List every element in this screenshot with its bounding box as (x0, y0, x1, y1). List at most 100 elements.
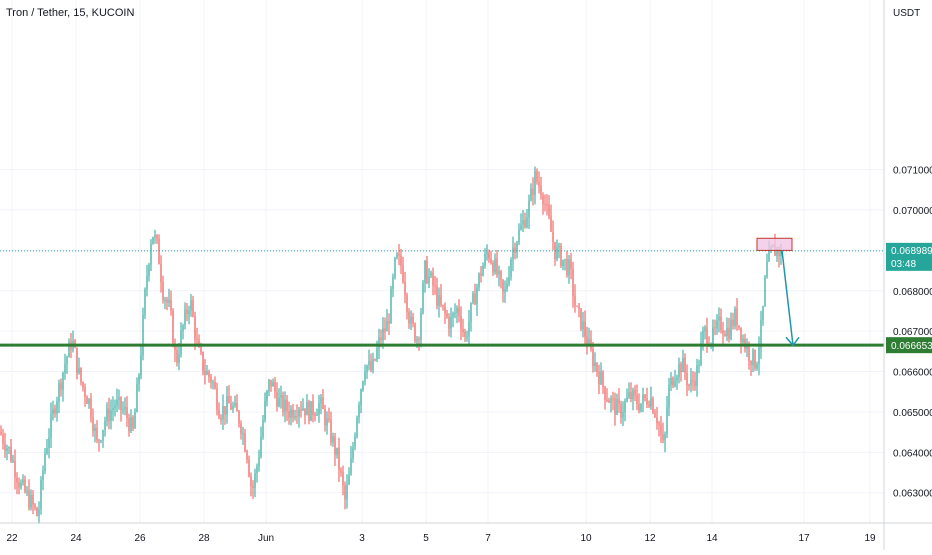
candle-body (416, 339, 418, 341)
candle-body (536, 171, 538, 182)
candle-body (212, 382, 214, 384)
candle-body (6, 448, 8, 451)
candle-body (534, 171, 536, 195)
candle-body (206, 371, 208, 375)
candle-body (592, 348, 594, 367)
candle-body (86, 397, 88, 404)
candle-body (50, 413, 52, 438)
candle-body (500, 271, 502, 280)
candle-body (556, 247, 558, 259)
candle-body (56, 401, 58, 414)
candle-body (496, 258, 498, 275)
candle-body (374, 359, 376, 361)
candle-body (268, 379, 270, 392)
candle-body (468, 321, 470, 337)
candle-body (434, 285, 436, 287)
forecast-arrow-head (785, 336, 800, 347)
x-tick-label: 26 (134, 533, 146, 544)
candle-body (244, 433, 246, 452)
x-tick-label: 12 (644, 533, 656, 544)
candle-body (236, 402, 238, 412)
candle-body (484, 254, 486, 266)
candle-body (364, 371, 366, 382)
x-tick-label: 10 (580, 533, 592, 544)
candle-body (778, 248, 780, 257)
candle-body (250, 476, 252, 487)
candle-body (422, 282, 424, 313)
candle-body (340, 469, 342, 473)
candle-body (314, 415, 316, 417)
candle-body (242, 433, 244, 435)
candle-body (398, 253, 400, 256)
candle-body (26, 490, 28, 492)
candle-body (390, 289, 392, 324)
candle-body (332, 436, 334, 443)
candle-body (584, 321, 586, 337)
candle-body (670, 377, 672, 385)
candle-body (458, 307, 460, 316)
candle-body (432, 272, 434, 286)
candle-body (396, 253, 398, 259)
candle-body (454, 312, 456, 314)
candle-body (438, 295, 440, 306)
candle-body (478, 273, 480, 288)
candle-body (230, 403, 232, 410)
candle-body (368, 361, 370, 366)
candle-body (672, 377, 674, 386)
candle-body (564, 259, 566, 261)
candle-body (596, 363, 598, 372)
candle-body (264, 400, 266, 421)
candle-body (392, 276, 394, 290)
candle-body (586, 336, 588, 346)
candle-body (446, 313, 448, 317)
candle-body (726, 327, 728, 336)
candle-body (450, 316, 452, 329)
last-price-tag (886, 242, 932, 271)
candle-body (452, 313, 454, 317)
candle-body (120, 397, 122, 410)
candle-body (538, 181, 540, 187)
candle-body (382, 328, 384, 341)
x-tick-label: 17 (798, 533, 810, 544)
candle-body (636, 394, 638, 405)
candle-body (76, 347, 78, 373)
candle-body (34, 504, 36, 508)
candle-body (424, 261, 426, 283)
candle-body (740, 327, 742, 342)
candle-body (64, 364, 66, 373)
candle-body (644, 394, 646, 399)
candle-body (464, 331, 466, 337)
candle-body (198, 339, 200, 347)
candle-body (80, 367, 82, 383)
candle-body (776, 248, 778, 256)
candle-body (214, 382, 216, 389)
candle-body (328, 418, 330, 420)
candle-body (490, 258, 492, 263)
forecast-arrow-line (781, 250, 794, 346)
candle-body (100, 440, 102, 442)
candle-body (690, 379, 692, 385)
candle-body (190, 300, 192, 311)
candle-body (668, 384, 670, 408)
candle-body (238, 411, 240, 424)
candle-body (738, 325, 740, 328)
candle-body (358, 404, 360, 418)
candle-body (324, 408, 326, 426)
candle-body (686, 372, 688, 385)
candle-body (208, 371, 210, 377)
candle-body (354, 436, 356, 448)
candle-body (570, 259, 572, 270)
candle-body (16, 477, 18, 483)
candle-body (194, 316, 196, 339)
y-tick-label: 0.065000 (893, 408, 932, 419)
candle-body (202, 352, 204, 371)
candle-body (506, 283, 508, 290)
candle-body (306, 402, 308, 416)
candle-body (142, 314, 144, 356)
candle-body (410, 317, 412, 324)
candle-body (768, 251, 770, 262)
candle-body (514, 247, 516, 253)
candle-body (28, 490, 30, 508)
candle-body (780, 249, 782, 257)
